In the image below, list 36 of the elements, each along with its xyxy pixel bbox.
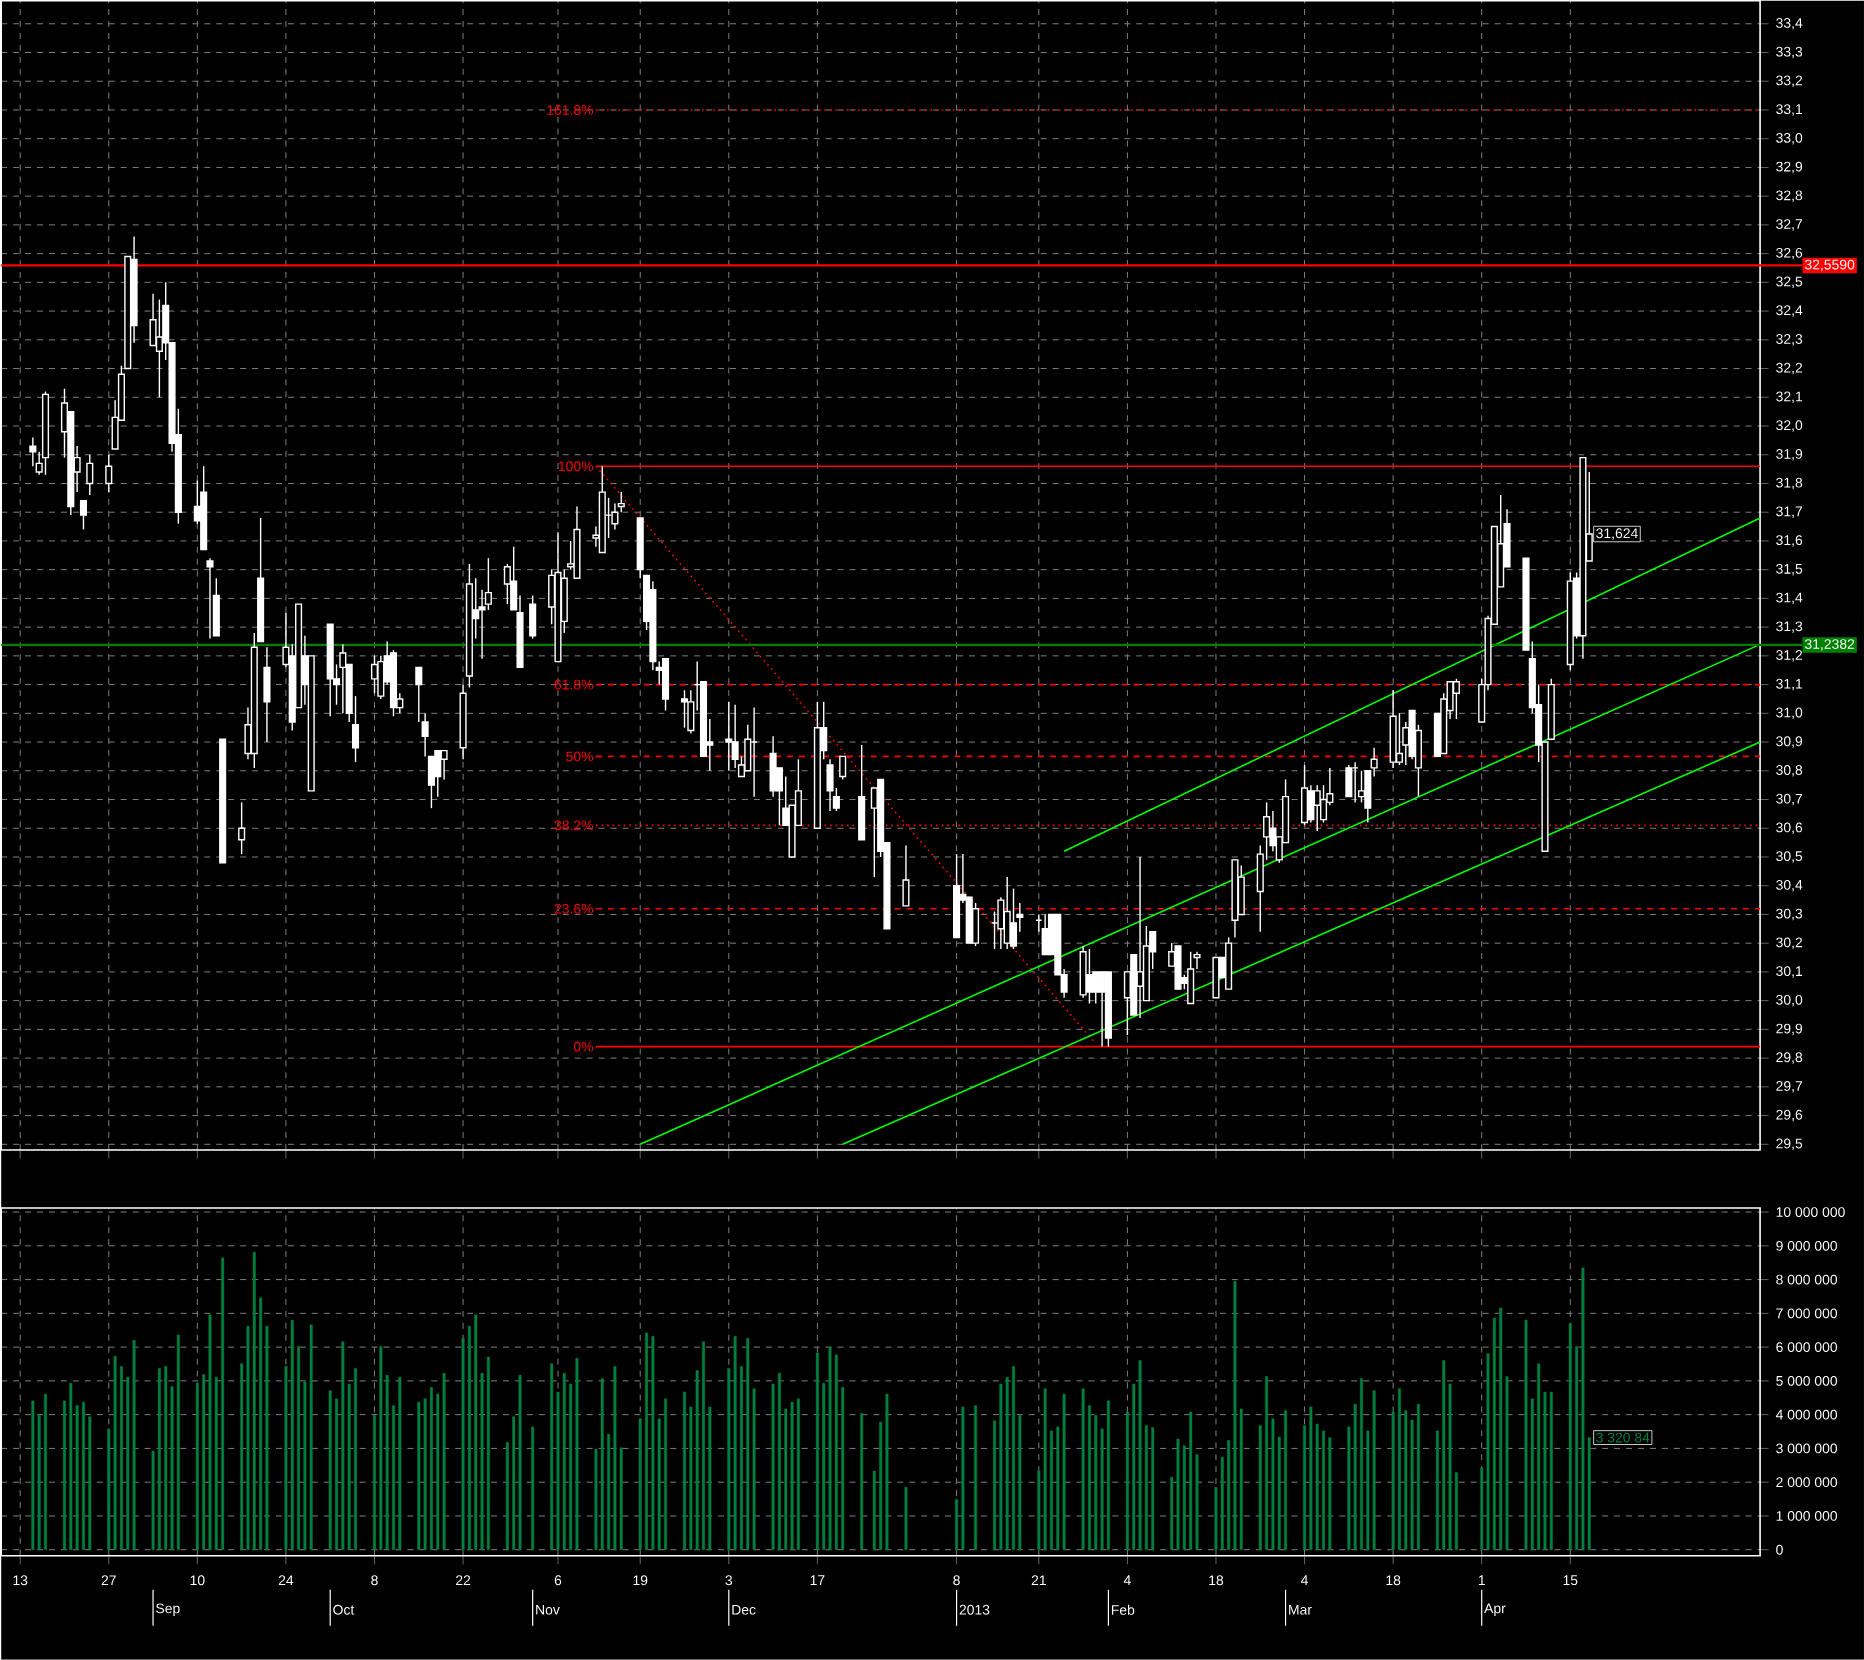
candlestick [1174, 945, 1182, 990]
candlestick [1212, 956, 1220, 999]
candlestick [1187, 951, 1195, 1005]
candlestick [206, 557, 214, 640]
candlestick [1003, 876, 1011, 950]
candlestick [858, 744, 866, 841]
candlestick [661, 658, 670, 712]
candlestick [1313, 784, 1321, 832]
candlestick [1452, 678, 1460, 720]
candlestick [725, 701, 733, 772]
candlestick [611, 503, 619, 531]
candlestick [680, 689, 689, 729]
candlestick [238, 801, 246, 855]
candlestick [826, 758, 834, 812]
candlestick [29, 436, 37, 468]
candlestick [1269, 810, 1277, 853]
candlestick [902, 844, 910, 907]
candlestick [972, 902, 980, 947]
candlestick [1079, 945, 1087, 999]
candlestick [529, 594, 537, 640]
candlestick [839, 755, 847, 781]
candlestick [731, 704, 739, 769]
candlestick [434, 750, 442, 798]
candlestick [1389, 689, 1397, 769]
candlestick [1237, 865, 1245, 916]
candlestick [769, 735, 777, 798]
candlestick [86, 454, 94, 496]
candlestick [440, 750, 448, 781]
candlestick [105, 454, 113, 493]
candlestick [339, 643, 347, 715]
candlestick [1395, 712, 1403, 766]
candlestick [263, 646, 271, 743]
candlestick [1345, 764, 1353, 798]
candlestick [79, 500, 87, 531]
candlestick [1225, 936, 1233, 990]
candlestick [1307, 784, 1315, 824]
